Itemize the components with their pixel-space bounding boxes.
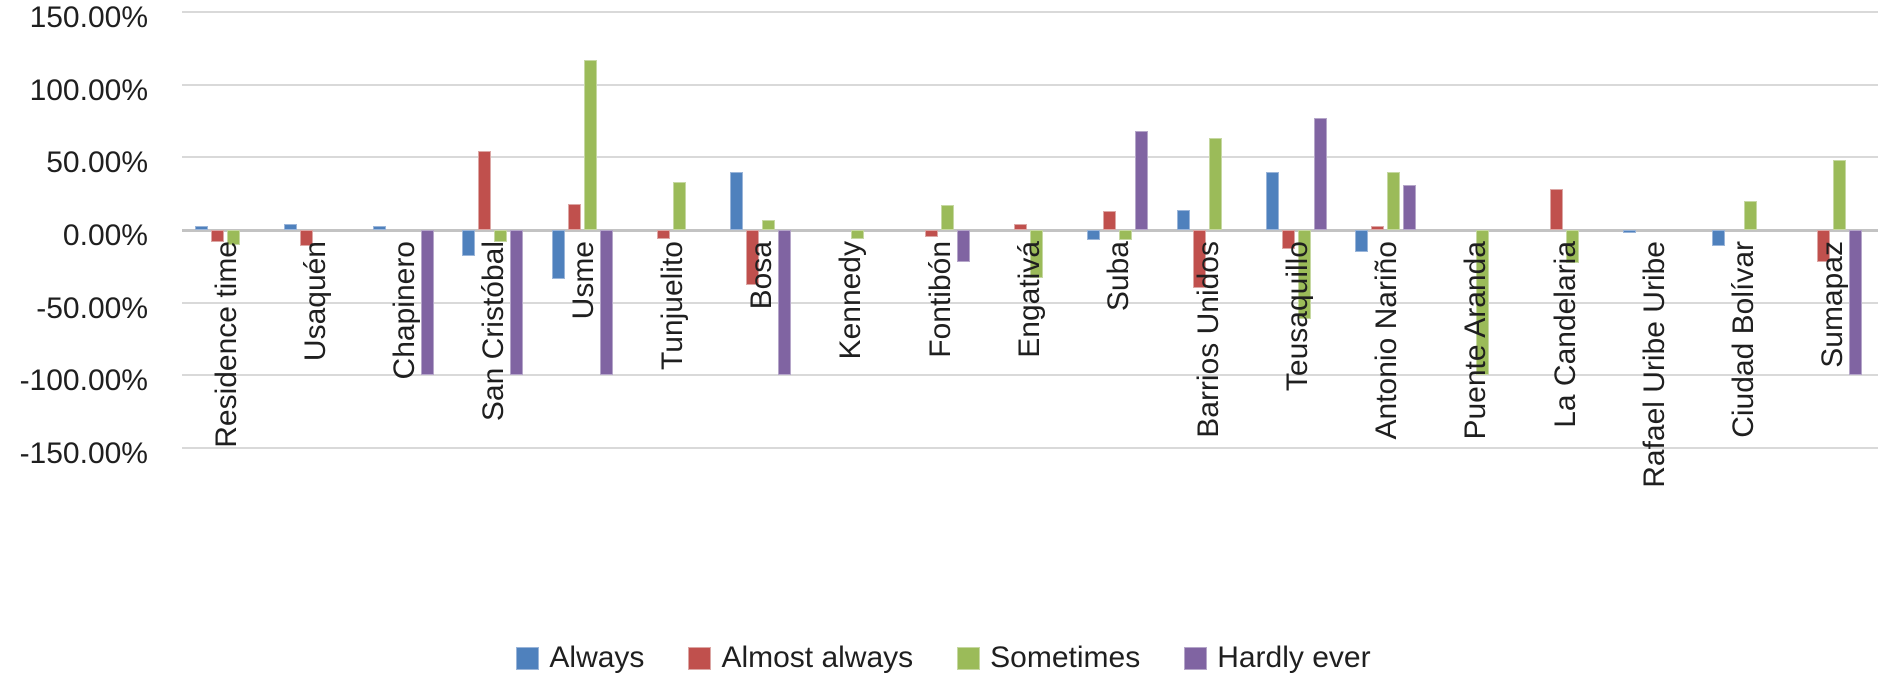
bar-almost-always-tunjuelito <box>656 230 670 239</box>
bar-sometimes-fontib-n <box>940 205 954 230</box>
category-label-san-crist-bal: San Cristóbal <box>477 241 511 422</box>
y-axis-tick-label: -150.00% <box>19 437 148 471</box>
legend-label-hardly-ever: Hardly ever <box>1217 641 1371 674</box>
bar-always-suba <box>1087 230 1101 241</box>
bar-sometimes-residence-time <box>226 230 240 245</box>
bar-always-teusaquillo <box>1265 171 1279 230</box>
y-axis-tick-label: -100.00% <box>19 364 148 398</box>
y-axis-tick-label: 50.00% <box>46 146 148 180</box>
bar-hardly-ever-bosa <box>778 230 792 376</box>
bar-always-rafael-uribe-uribe <box>1622 230 1636 233</box>
bar-always-barrios-unidos <box>1176 209 1190 230</box>
category-label-engativ-: Engativá <box>1013 241 1046 358</box>
legend-label-sometimes: Sometimes <box>990 641 1141 674</box>
y-axis-tick-label: 0.00% <box>62 219 148 252</box>
bar-always-ciudad-bol-var <box>1712 230 1726 246</box>
bar-sometimes-engativ- <box>1030 230 1043 278</box>
bar-sometimes-teusaquillo <box>1297 230 1311 319</box>
legend-item-sometimes: Sometimes <box>957 641 1140 675</box>
category-label-barrios-unidos: Barrios Unidos <box>1191 241 1225 438</box>
bar-sometimes-la-candelaria <box>1565 230 1579 264</box>
gridline <box>182 83 1878 86</box>
bar-sometimes-puente-aranda <box>1476 230 1490 376</box>
bar-sometimes-bosa <box>762 219 776 230</box>
bar-sometimes-barrios-unidos <box>1208 138 1222 230</box>
category-label-usaqu-n: Usaquén <box>298 241 332 362</box>
bar-hardly-ever-usme <box>599 230 613 376</box>
legend-item-hardly-ever: Hardly ever <box>1184 641 1371 675</box>
bar-sometimes-san-crist-bal <box>494 230 508 242</box>
bar-always-bosa <box>730 171 744 230</box>
legend: Always Almost always Sometimes Hardly ev… <box>0 641 1887 675</box>
bar-hardly-ever-suba <box>1135 131 1149 230</box>
legend-swatch-hardly-ever <box>1184 646 1208 670</box>
bar-almost-always-usaqu-n <box>299 230 313 246</box>
legend-swatch-sometimes <box>957 646 981 670</box>
bar-almost-always-barrios-unidos <box>1192 230 1206 289</box>
category-label-fontib-n: Fontibón <box>923 241 957 358</box>
gridline <box>182 374 1878 377</box>
bar-almost-always-antonio-nari-o <box>1371 225 1385 230</box>
gridline <box>182 156 1878 159</box>
bar-sometimes-kennedy <box>851 230 865 239</box>
bar-almost-always-bosa <box>746 230 760 286</box>
category-label-chapinero: Chapinero <box>388 241 422 380</box>
bar-sometimes-sumapaz <box>1833 160 1847 230</box>
bar-hardly-ever-fontib-n <box>956 230 970 262</box>
y-axis-tick-label: 150.00% <box>29 0 148 34</box>
category-label-puente-aranda: Puente Aranda <box>1459 241 1493 440</box>
gridline <box>182 301 1878 304</box>
bar-almost-always-sumapaz <box>1817 230 1831 262</box>
category-label-bosa: Bosa <box>745 241 779 310</box>
bar-always-chapinero <box>373 225 387 230</box>
bar-sometimes-ciudad-bol-var <box>1744 200 1758 230</box>
bar-sometimes-antonio-nari-o <box>1387 171 1401 230</box>
bar-almost-always-fontib-n <box>924 230 938 238</box>
bar-almost-always-la-candelaria <box>1549 189 1563 230</box>
bar-always-san-crist-bal <box>462 230 476 257</box>
bar-always-residence-time <box>194 225 208 230</box>
category-label-sumapaz: Sumapaz <box>1816 241 1850 368</box>
bar-hardly-ever-chapinero <box>421 230 435 376</box>
category-label-tunjuelito: Tunjuelito <box>655 241 689 370</box>
category-label-teusaquillo: Teusaquillo <box>1280 241 1314 392</box>
category-label-antonio-nari-o: Antonio Nariño <box>1370 241 1404 440</box>
bar-almost-always-usme <box>567 203 581 230</box>
bar-almost-always-engativ- <box>1014 224 1027 230</box>
legend-label-almost-always: Almost always <box>721 641 914 674</box>
bar-sometimes-usme <box>583 59 597 230</box>
legend-label-always: Always <box>549 641 645 674</box>
bar-always-usme <box>551 230 565 280</box>
bar-almost-always-san-crist-bal <box>478 151 492 230</box>
legend-item-almost-always: Almost always <box>688 641 913 675</box>
category-label-usme: Usme <box>566 241 600 320</box>
bar-always-antonio-nari-o <box>1355 230 1369 252</box>
category-label-suba: Suba <box>1102 241 1136 312</box>
category-label-kennedy: Kennedy <box>834 241 868 360</box>
category-label-ciudad-bol-var: Ciudad Bolívar <box>1727 241 1761 438</box>
legend-swatch-almost-always <box>688 646 712 670</box>
bar-almost-always-teusaquillo <box>1281 230 1295 249</box>
gridline <box>182 10 1878 13</box>
category-label-rafael-uribe-uribe: Rafael Uribe Uribe <box>1637 241 1671 488</box>
legend-swatch-always <box>516 646 540 670</box>
bar-hardly-ever-sumapaz <box>1849 230 1863 376</box>
y-axis-tick-label: -50.00% <box>36 291 148 325</box>
bar-almost-always-residence-time <box>210 230 224 242</box>
category-label-la-candelaria: La Candelaria <box>1548 241 1582 428</box>
bar-almost-always-suba <box>1103 211 1117 230</box>
bar-sometimes-suba <box>1119 230 1133 241</box>
bar-hardly-ever-teusaquillo <box>1313 118 1327 230</box>
legend-item-always: Always <box>516 641 644 675</box>
y-axis-tick-label: 100.00% <box>29 73 148 107</box>
bar-hardly-ever-antonio-nari-o <box>1403 184 1417 230</box>
bar-sometimes-tunjuelito <box>672 182 686 230</box>
gridline <box>182 447 1878 450</box>
bar-hardly-ever-san-crist-bal <box>510 230 524 376</box>
bar-always-usaqu-n <box>283 224 297 230</box>
category-label-residence-time: Residence time <box>209 241 243 448</box>
